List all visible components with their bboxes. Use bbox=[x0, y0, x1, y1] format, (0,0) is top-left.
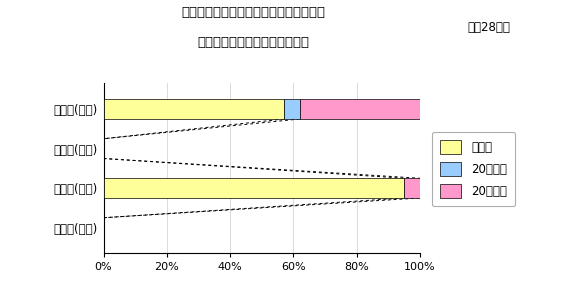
Bar bbox=[104, 99, 284, 119]
Bar bbox=[104, 178, 404, 198]
Bar bbox=[404, 178, 420, 198]
Text: 平成28年度: 平成28年度 bbox=[467, 21, 510, 34]
Legend: 妊産婦, 20歳未満, 20歳以上: 妊産婦, 20歳未満, 20歳以上 bbox=[432, 132, 515, 206]
Bar bbox=[284, 99, 300, 119]
Bar bbox=[300, 99, 420, 119]
Text: 被指導延人員数の対象者別割合: 被指導延人員数の対象者別割合 bbox=[197, 36, 309, 49]
Text: 保健所及び市町村が実施した禁煙指導の: 保健所及び市町村が実施した禁煙指導の bbox=[181, 6, 325, 19]
